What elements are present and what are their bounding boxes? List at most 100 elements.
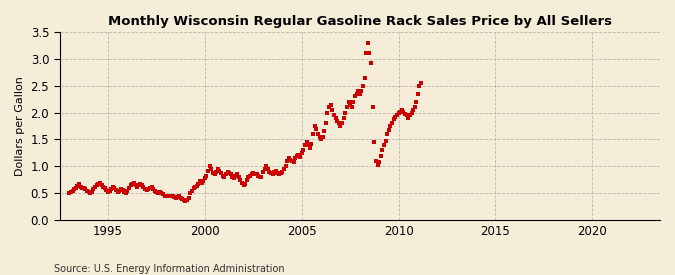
- Point: [128, 180, 139, 185]
- Point: [393, 110, 404, 115]
- Point: [404, 113, 415, 117]
- Point: [161, 194, 171, 199]
- Point: [281, 159, 292, 163]
- Point: [250, 172, 261, 177]
- Point: [157, 192, 168, 197]
- Point: [188, 186, 199, 190]
- Point: [222, 170, 233, 174]
- Point: [409, 105, 420, 109]
- Point: [387, 121, 398, 126]
- Point: [70, 186, 81, 190]
- Point: [215, 170, 226, 175]
- Point: [98, 185, 109, 189]
- Point: [211, 170, 221, 174]
- Point: [411, 100, 422, 104]
- Point: [264, 170, 275, 174]
- Point: [196, 180, 207, 185]
- Point: [90, 185, 101, 189]
- Point: [80, 187, 90, 191]
- Point: [72, 183, 83, 188]
- Point: [144, 186, 155, 190]
- Point: [156, 191, 167, 196]
- Point: [383, 128, 394, 132]
- Point: [82, 188, 92, 193]
- Point: [301, 140, 312, 144]
- Point: [284, 156, 294, 161]
- Point: [93, 182, 104, 186]
- Point: [234, 175, 244, 179]
- Point: [364, 51, 375, 56]
- Point: [209, 172, 220, 177]
- Point: [153, 191, 163, 196]
- Point: [124, 186, 134, 190]
- Point: [280, 164, 291, 169]
- Point: [173, 194, 184, 199]
- Point: [254, 175, 265, 179]
- Point: [346, 105, 357, 109]
- Point: [267, 172, 278, 177]
- Point: [331, 119, 342, 123]
- Point: [182, 197, 192, 202]
- Point: [261, 164, 271, 169]
- Point: [340, 110, 351, 115]
- Point: [167, 194, 178, 199]
- Point: [377, 148, 388, 152]
- Point: [288, 160, 299, 164]
- Point: [298, 148, 308, 152]
- Point: [143, 187, 154, 191]
- Point: [208, 170, 219, 175]
- Point: [353, 89, 364, 93]
- Point: [223, 170, 234, 175]
- Point: [109, 186, 119, 190]
- Point: [120, 191, 131, 196]
- Point: [244, 174, 255, 178]
- Point: [193, 182, 204, 186]
- Point: [103, 190, 113, 194]
- Point: [232, 172, 242, 177]
- Point: [186, 188, 197, 193]
- Point: [202, 169, 213, 173]
- Point: [403, 116, 414, 120]
- Point: [151, 190, 162, 194]
- Point: [117, 188, 128, 192]
- Point: [198, 179, 209, 184]
- Point: [369, 140, 380, 144]
- Point: [225, 172, 236, 177]
- Point: [77, 186, 88, 190]
- Point: [277, 170, 288, 174]
- Point: [78, 186, 89, 190]
- Y-axis label: Dollars per Gallon: Dollars per Gallon: [15, 76, 25, 176]
- Point: [141, 188, 152, 192]
- Point: [279, 167, 290, 171]
- Point: [392, 113, 402, 117]
- Point: [348, 100, 359, 104]
- Text: Source: U.S. Energy Information Administration: Source: U.S. Energy Information Administ…: [54, 264, 285, 274]
- Point: [337, 121, 348, 126]
- Point: [138, 185, 149, 189]
- Point: [206, 167, 217, 171]
- Point: [335, 124, 346, 128]
- Point: [214, 169, 225, 173]
- Point: [119, 189, 130, 194]
- Point: [169, 195, 180, 199]
- Point: [338, 116, 349, 120]
- Point: [101, 188, 112, 192]
- Point: [88, 187, 99, 192]
- Point: [238, 183, 249, 187]
- Point: [375, 153, 386, 158]
- Point: [190, 185, 200, 189]
- Point: [362, 40, 373, 45]
- Point: [290, 156, 300, 161]
- Point: [194, 179, 205, 184]
- Point: [321, 121, 331, 126]
- Point: [356, 89, 367, 93]
- Point: [271, 169, 281, 173]
- Point: [395, 109, 406, 114]
- Point: [358, 84, 369, 88]
- Point: [140, 187, 151, 191]
- Point: [401, 113, 412, 117]
- Point: [269, 170, 279, 174]
- Point: [322, 110, 333, 115]
- Point: [382, 132, 393, 136]
- Point: [371, 159, 381, 163]
